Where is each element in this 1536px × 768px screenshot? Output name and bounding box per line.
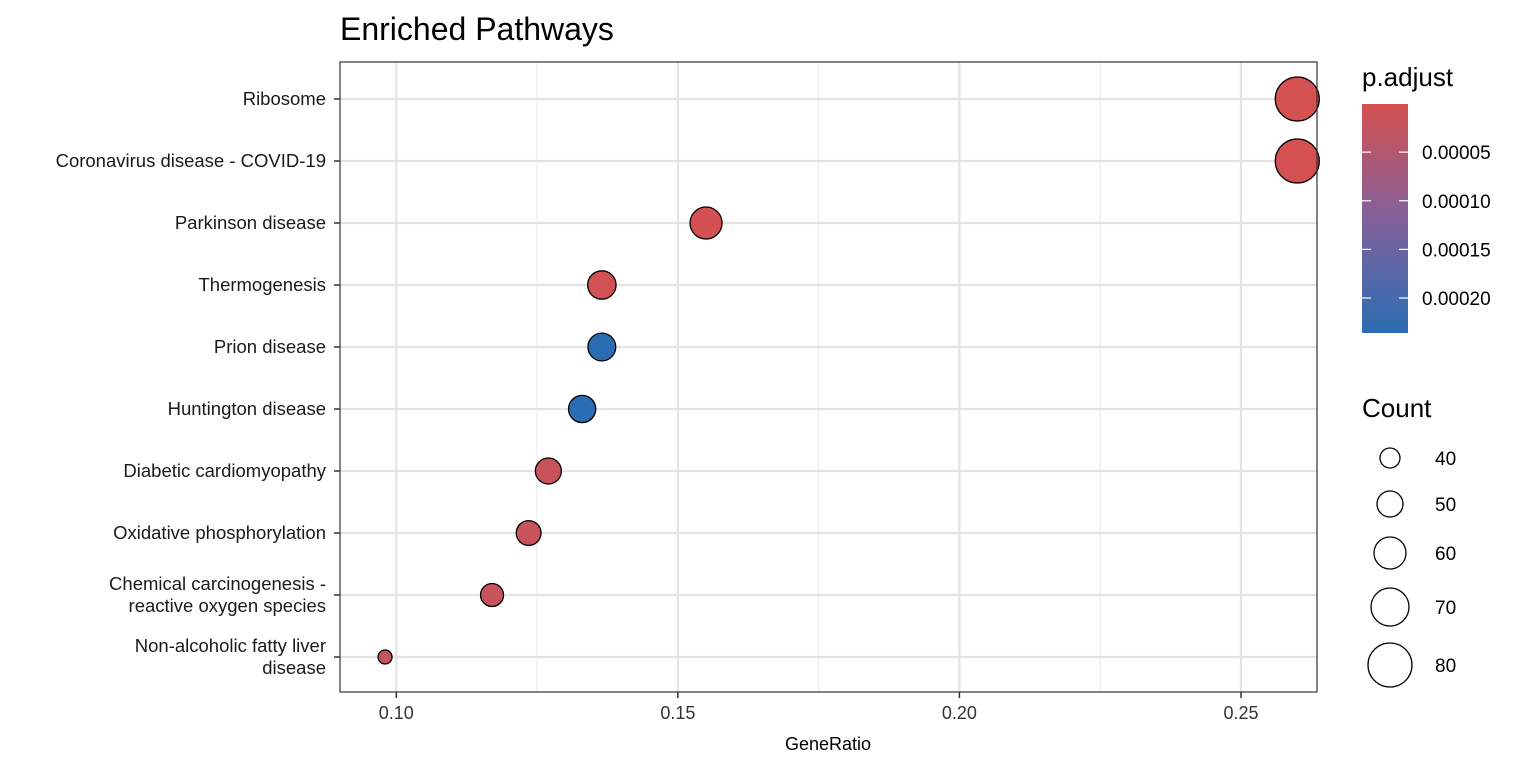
color-bar	[1362, 104, 1408, 333]
y-axis: Ribosome Coronavirus disease - COVID-19 Pa…	[56, 88, 340, 678]
grid-lines	[340, 62, 1317, 692]
color-legend-label: 0.00020	[1422, 289, 1491, 310]
color-legend-label: 0.00015	[1422, 240, 1491, 261]
plot-area	[339, 61, 1320, 693]
y-tick-label: Diabetic cardiomyopathy	[123, 460, 326, 481]
x-tick-label: 0.15	[660, 703, 695, 723]
x-tick-label: 0.25	[1223, 703, 1258, 723]
data-point	[515, 519, 542, 547]
size-legend-label: 60	[1435, 544, 1456, 565]
plot-background	[340, 62, 1317, 692]
data-point	[479, 582, 505, 608]
data-point	[377, 649, 393, 665]
x-axis: 0.10 0.15 0.20 0.25	[379, 692, 1259, 723]
size-legend-label: 80	[1435, 656, 1456, 677]
color-legend-title: p.adjust	[1362, 62, 1454, 92]
data-point	[1274, 138, 1320, 184]
data-point	[586, 270, 617, 300]
plot-border	[339, 61, 1318, 693]
y-tick-label: Parkinson disease	[175, 212, 326, 233]
data-point	[1274, 76, 1320, 122]
x-tick-label: 0.10	[379, 703, 414, 723]
y-tick-label: Thermogenesis	[198, 274, 326, 295]
color-legend-label: 0.00010	[1422, 192, 1491, 213]
size-legend: Count 40 50 60 70 80	[1362, 393, 1456, 688]
size-legend-label: 70	[1435, 598, 1456, 619]
data-point	[587, 332, 617, 362]
data-point	[689, 206, 723, 240]
size-legend-circle	[1373, 536, 1407, 570]
size-legend-circle	[1367, 642, 1413, 688]
chart-title: Enriched Pathways	[340, 11, 614, 47]
y-tick-label: Coronavirus disease - COVID-19	[56, 150, 326, 171]
y-tick-label: Non-alcoholic fatty liver disease	[135, 635, 326, 678]
size-legend-circle	[1379, 447, 1401, 469]
data-points	[377, 76, 1320, 665]
y-tick-label: Oxidative phosphorylation	[113, 522, 326, 543]
size-legend-title: Count	[1362, 393, 1432, 423]
color-legend: p.adjust 0.00005 0.00010 0.00015 0.00020	[1362, 62, 1491, 333]
y-tick-label: Ribosome	[243, 88, 326, 109]
x-axis-label: GeneRatio	[785, 734, 871, 754]
size-legend-circle	[1370, 587, 1410, 627]
y-tick-label: Prion disease	[214, 336, 326, 357]
y-tick-label: Chemical carcinogenesis -reactive oxygen…	[109, 573, 326, 616]
color-legend-label: 0.00005	[1422, 143, 1491, 164]
size-legend-label: 40	[1435, 449, 1456, 470]
data-point	[567, 394, 597, 424]
data-point	[534, 457, 563, 485]
size-legend-circle	[1376, 490, 1404, 518]
size-legend-label: 50	[1435, 495, 1456, 516]
y-tick-label: Huntington disease	[168, 398, 326, 419]
x-tick-label: 0.20	[942, 703, 977, 723]
